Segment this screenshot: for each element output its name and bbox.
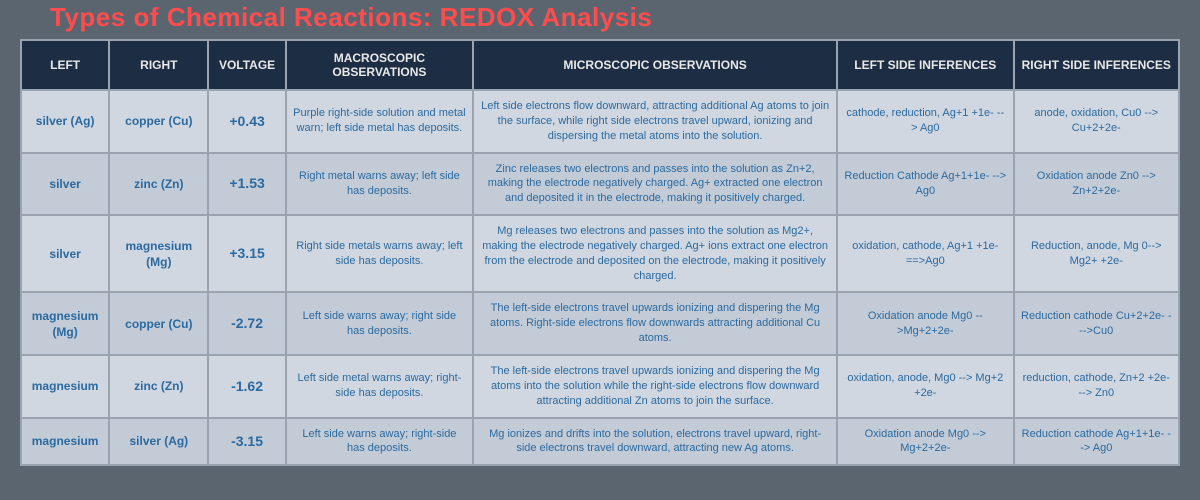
cell-li: oxidation, cathode, Ag+1 +1e- ==>Ag0 (837, 215, 1013, 292)
cell-macro: Left side warns away; right-side has dep… (286, 418, 473, 466)
col-left: LEFT (21, 40, 109, 90)
col-voltage: VOLTAGE (208, 40, 285, 90)
cell-ri: Reduction cathode Cu+2+2e- --->Cu0 (1014, 292, 1179, 355)
cell-left: silver (Ag) (21, 90, 109, 153)
cell-macro: Left side metal warns away; right-side h… (286, 355, 473, 418)
cell-voltage: -1.62 (208, 355, 285, 418)
col-micro: MICROSCOPIC OBSERVATIONS (473, 40, 837, 90)
cell-micro: Left side electrons flow downward, attra… (473, 90, 837, 153)
cell-ri: Oxidation anode Zn0 --> Zn+2+2e- (1014, 153, 1179, 216)
header-row: LEFT RIGHT VOLTAGE MACROSCOPIC OBSERVATI… (21, 40, 1179, 90)
cell-left: magnesium (21, 418, 109, 466)
cell-left: silver (21, 153, 109, 216)
cell-right: silver (Ag) (109, 418, 208, 466)
cell-voltage: -3.15 (208, 418, 285, 466)
cell-voltage: -2.72 (208, 292, 285, 355)
cell-macro: Right side metals warns away; left side … (286, 215, 473, 292)
cell-voltage: +3.15 (208, 215, 285, 292)
table-row: magnesiumzinc (Zn)-1.62Left side metal w… (21, 355, 1179, 418)
cell-left: silver (21, 215, 109, 292)
cell-right: zinc (Zn) (109, 355, 208, 418)
cell-left: magnesium (Mg) (21, 292, 109, 355)
cell-right: copper (Cu) (109, 292, 208, 355)
cell-macro: Right metal warns away; left side has de… (286, 153, 473, 216)
cell-ri: Reduction cathode Ag+1+1e- --> Ag0 (1014, 418, 1179, 466)
cell-li: Oxidation anode Mg0 -->Mg+2+2e- (837, 292, 1013, 355)
table-row: silvermagnesium (Mg)+3.15Right side meta… (21, 215, 1179, 292)
cell-micro: Mg releases two electrons and passes int… (473, 215, 837, 292)
cell-li: oxidation, anode, Mg0 --> Mg+2 +2e- (837, 355, 1013, 418)
col-left-inf: LEFT SIDE INFERENCES (837, 40, 1013, 90)
cell-right: magnesium (Mg) (109, 215, 208, 292)
cell-macro: Left side warns away; right side has dep… (286, 292, 473, 355)
cell-li: Oxidation anode Mg0 --> Mg+2+2e- (837, 418, 1013, 466)
table-row: silver (Ag)copper (Cu)+0.43Purple right-… (21, 90, 1179, 153)
cell-li: cathode, reduction, Ag+1 +1e- --> Ag0 (837, 90, 1013, 153)
cell-right: copper (Cu) (109, 90, 208, 153)
table-row: magnesium (Mg)copper (Cu)-2.72Left side … (21, 292, 1179, 355)
cell-left: magnesium (21, 355, 109, 418)
cell-macro: Purple right-side solution and metal war… (286, 90, 473, 153)
table-row: magnesiumsilver (Ag)-3.15Left side warns… (21, 418, 1179, 466)
table-row: silverzinc (Zn)+1.53Right metal warns aw… (21, 153, 1179, 216)
cell-ri: reduction, cathode, Zn+2 +2e- --> Zn0 (1014, 355, 1179, 418)
col-right-inf: RIGHT SIDE INFERENCES (1014, 40, 1179, 90)
cell-ri: anode, oxidation, Cu0 --> Cu+2+2e- (1014, 90, 1179, 153)
redox-table: LEFT RIGHT VOLTAGE MACROSCOPIC OBSERVATI… (20, 39, 1180, 466)
page-title: Types of Chemical Reactions: REDOX Analy… (20, 0, 1180, 39)
cell-ri: Reduction, anode, Mg 0--> Mg2+ +2e- (1014, 215, 1179, 292)
cell-micro: Mg ionizes and drifts into the solution,… (473, 418, 837, 466)
col-right: RIGHT (109, 40, 208, 90)
cell-voltage: +0.43 (208, 90, 285, 153)
col-macro: MACROSCOPIC OBSERVATIONS (286, 40, 473, 90)
cell-micro: The left-side electrons travel upwards i… (473, 355, 837, 418)
cell-li: Reduction Cathode Ag+1+1e- --> Ag0 (837, 153, 1013, 216)
cell-micro: Zinc releases two electrons and passes i… (473, 153, 837, 216)
cell-right: zinc (Zn) (109, 153, 208, 216)
cell-micro: The left-side electrons travel upwards i… (473, 292, 837, 355)
cell-voltage: +1.53 (208, 153, 285, 216)
